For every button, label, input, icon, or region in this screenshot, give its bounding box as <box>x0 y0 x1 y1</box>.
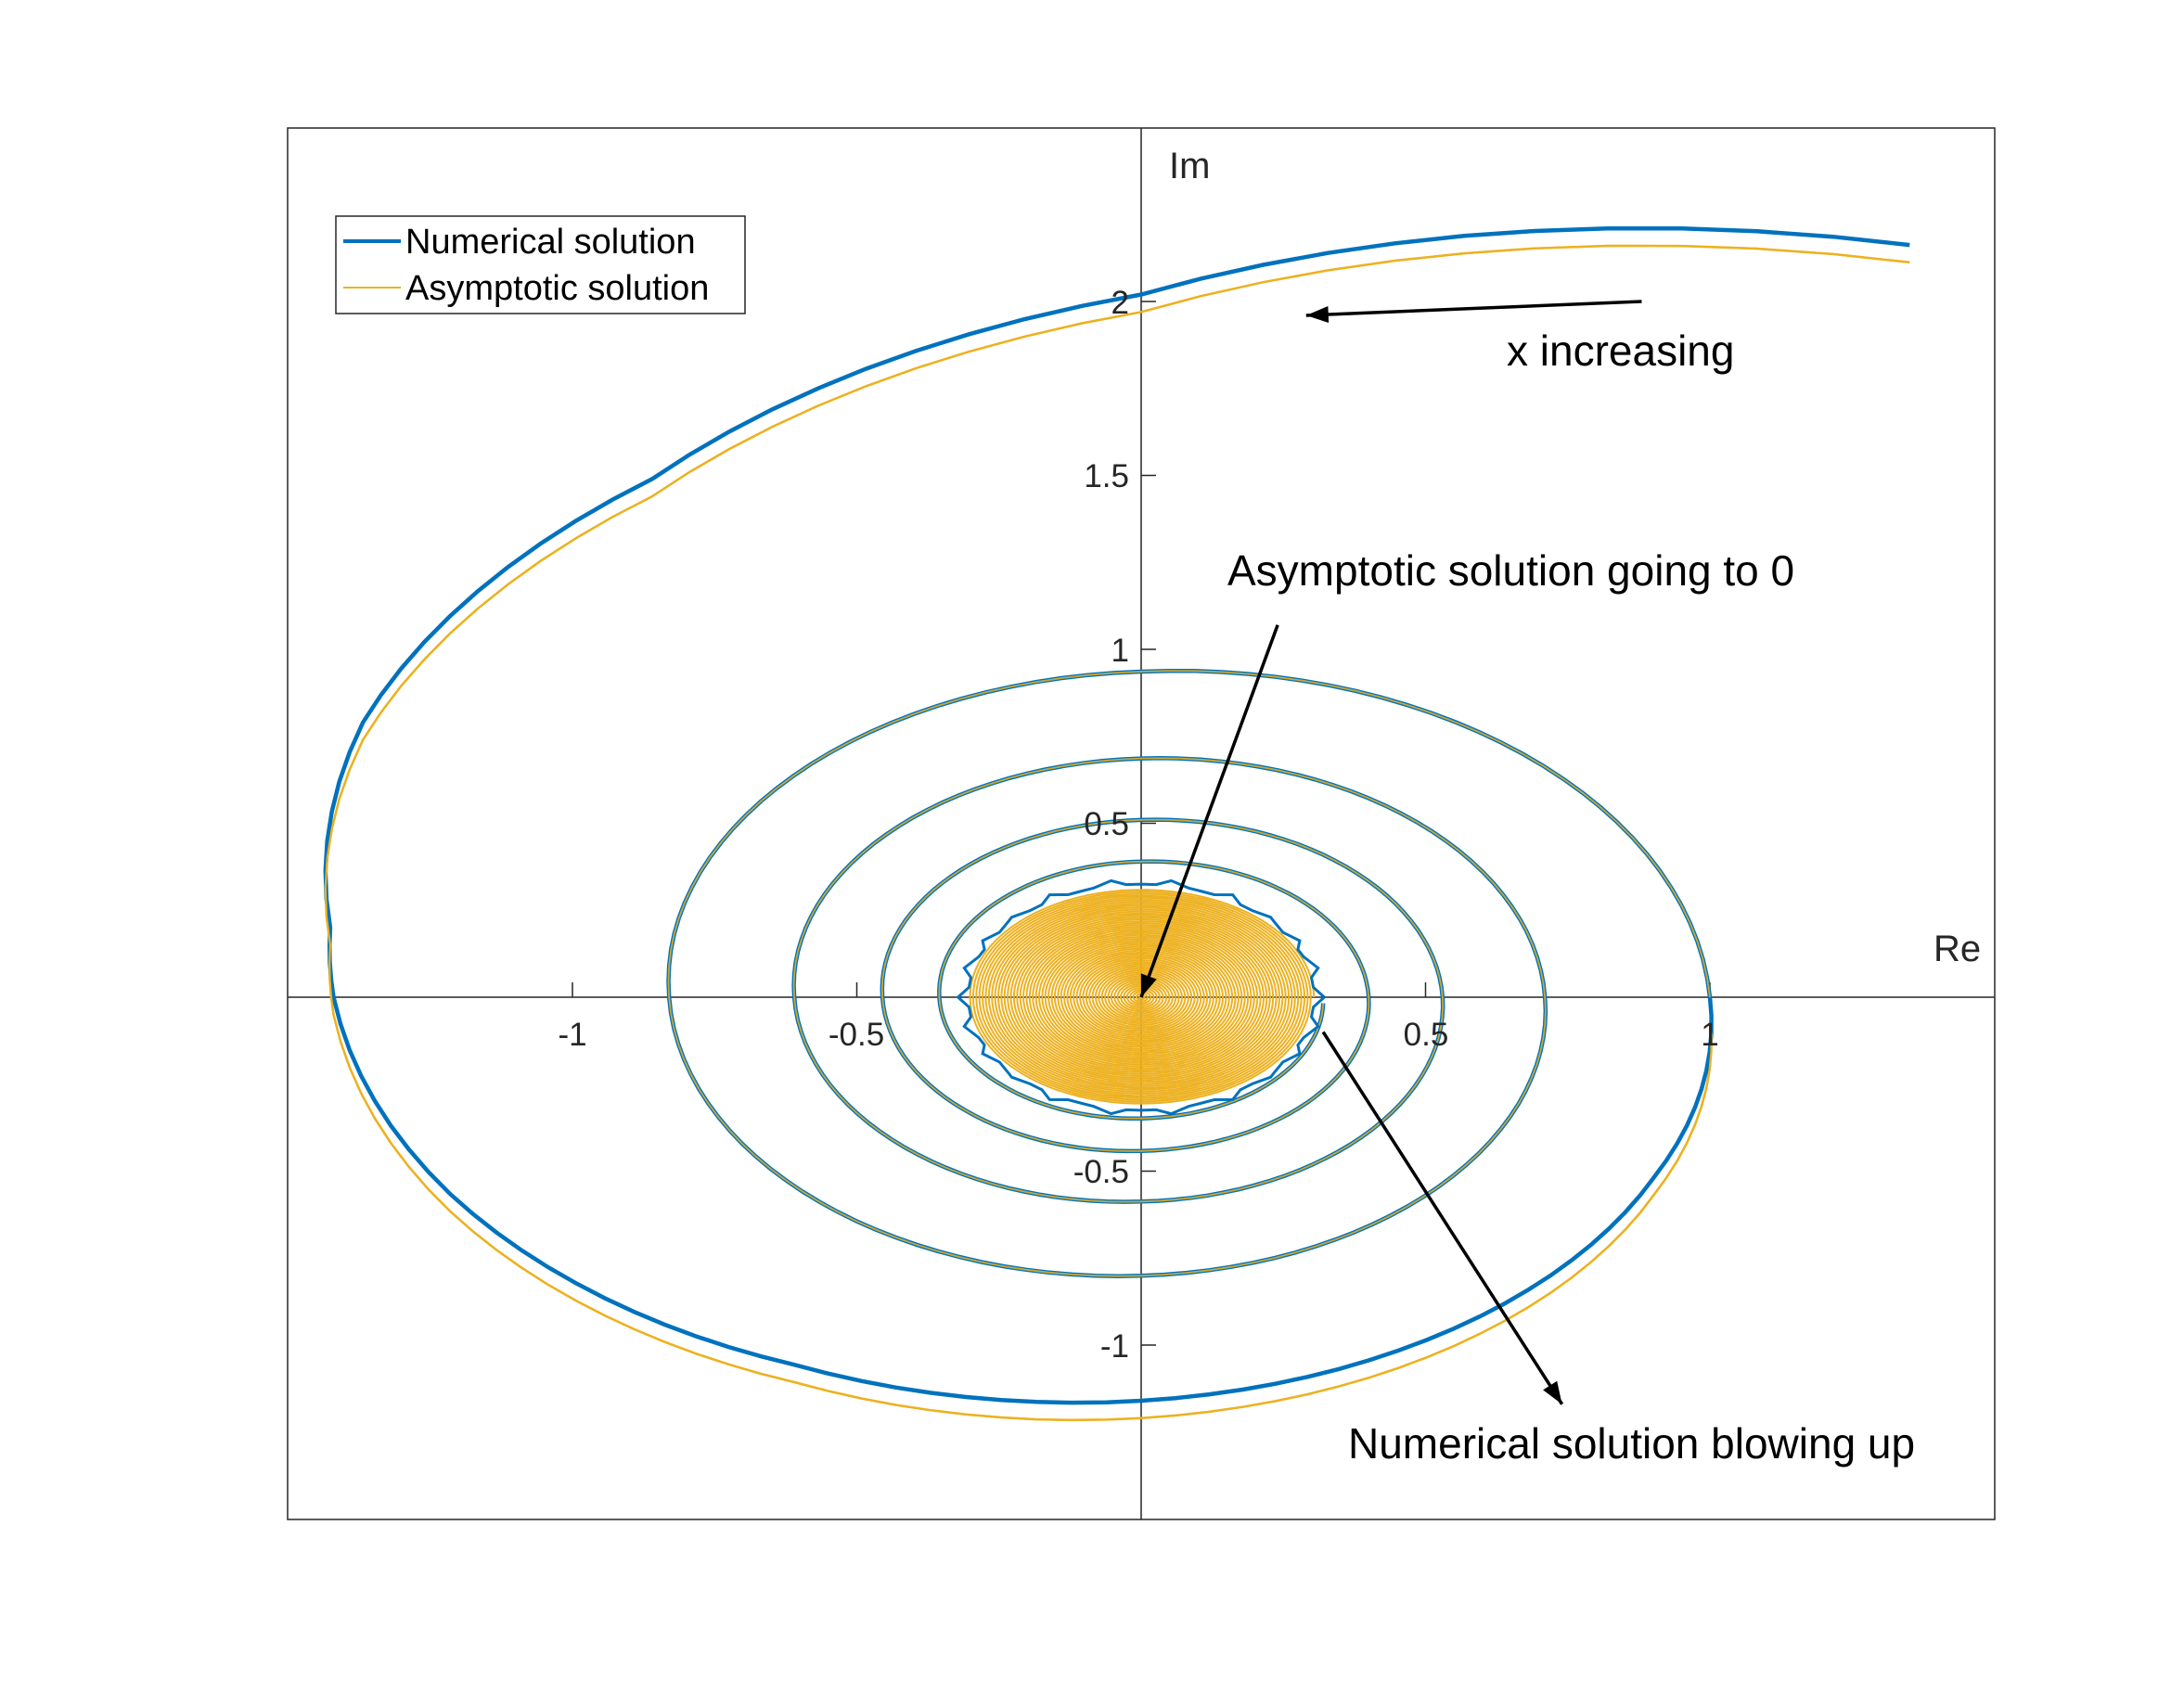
annotation-arrow-1 <box>1139 624 1279 998</box>
x-tick-labels: -1 -0.5 0.5 1 <box>558 1017 1718 1053</box>
y-tick-label-1: 1 <box>1111 633 1129 669</box>
x-tick-label-1: 1 <box>1701 1017 1718 1053</box>
annotation-x-increasing: x increasing <box>1507 327 1734 375</box>
y-tick-label-neg0.5: -0.5 <box>1073 1154 1129 1190</box>
y-tick-label-0.5: 0.5 <box>1084 806 1129 842</box>
legend-box <box>335 215 746 314</box>
annotation-asymptotic-going-to-zero: Asymptotic solution going to 0 <box>1227 546 1794 595</box>
series-numerical-blowup-ring <box>956 878 1326 1116</box>
y-tick-labels: -1 -0.5 0.5 1 1.5 2 <box>1073 285 1129 1365</box>
x-tick-label-neg0.5: -0.5 <box>829 1017 884 1053</box>
annotation-arrowhead-2 <box>1543 1380 1562 1404</box>
y-tick-label-neg1: -1 <box>1100 1328 1129 1365</box>
annotation-layer <box>1139 300 1642 1405</box>
legend-label-numerical: Numerical solution <box>405 223 696 262</box>
y-axis-label: Im <box>1169 146 1210 186</box>
legend-label-asymptotic: Asymptotic solution <box>405 269 709 308</box>
y-tick-label-2: 2 <box>1111 285 1129 321</box>
x-tick-label-neg1: -1 <box>558 1017 586 1053</box>
x-tick-label-0.5: 0.5 <box>1404 1017 1449 1053</box>
annotation-arrow-0 <box>1305 300 1642 317</box>
x-axis-label: Re <box>1933 929 1981 969</box>
y-tick-label-1.5: 1.5 <box>1084 458 1129 494</box>
annotation-arrowhead-0 <box>1305 306 1330 323</box>
annotation-numerical-blowing-up: Numerical solution blowing up <box>1348 1419 1915 1468</box>
series-asymptotic-overlay <box>667 670 1711 1277</box>
annotation-arrowhead-1 <box>1140 973 1157 997</box>
series-asymptotic-inner-spiral <box>969 889 1316 1105</box>
annotation-arrow-2 <box>1321 1031 1564 1405</box>
legend: Numerical solution Asymptotic solution <box>335 215 746 314</box>
